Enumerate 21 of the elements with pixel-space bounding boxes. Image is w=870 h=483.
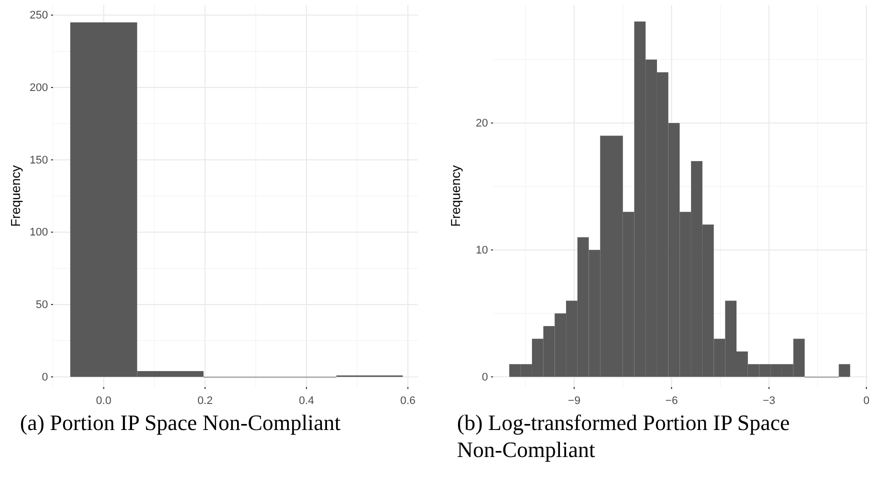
x-tick-label: −9 <box>568 395 580 408</box>
x-tick-label: 0.2 <box>197 395 213 408</box>
y-tick-label: 250 <box>30 10 48 22</box>
text: (a) Portion IP Space Non-Compliant <box>20 410 341 435</box>
y-tick-label: 10 <box>476 244 488 256</box>
y-axis-title: Frequency <box>448 164 463 227</box>
y-tick-label: 150 <box>30 154 48 166</box>
x-tick-label: 0.0 <box>96 395 112 408</box>
y-tick-label: 100 <box>30 226 48 239</box>
y-tick-label: 50 <box>36 299 48 312</box>
y-tick-label: 200 <box>30 82 48 94</box>
y-tick-label: 0 <box>42 371 48 384</box>
x-tick-label: 0 <box>863 395 870 408</box>
x-tick-label: −6 <box>665 395 678 408</box>
x-tick-label: −3 <box>762 395 776 408</box>
x-tick-label: 0.6 <box>400 395 416 408</box>
y-tick-label: 20 <box>476 118 488 130</box>
x-tick-label: 0.4 <box>298 395 314 408</box>
text: (b) Log-transformed Portion IP Space Non-Compliant <box>457 410 790 462</box>
y-axis-title: Frequency <box>8 164 23 227</box>
y-tick-label: 0 <box>482 371 488 384</box>
